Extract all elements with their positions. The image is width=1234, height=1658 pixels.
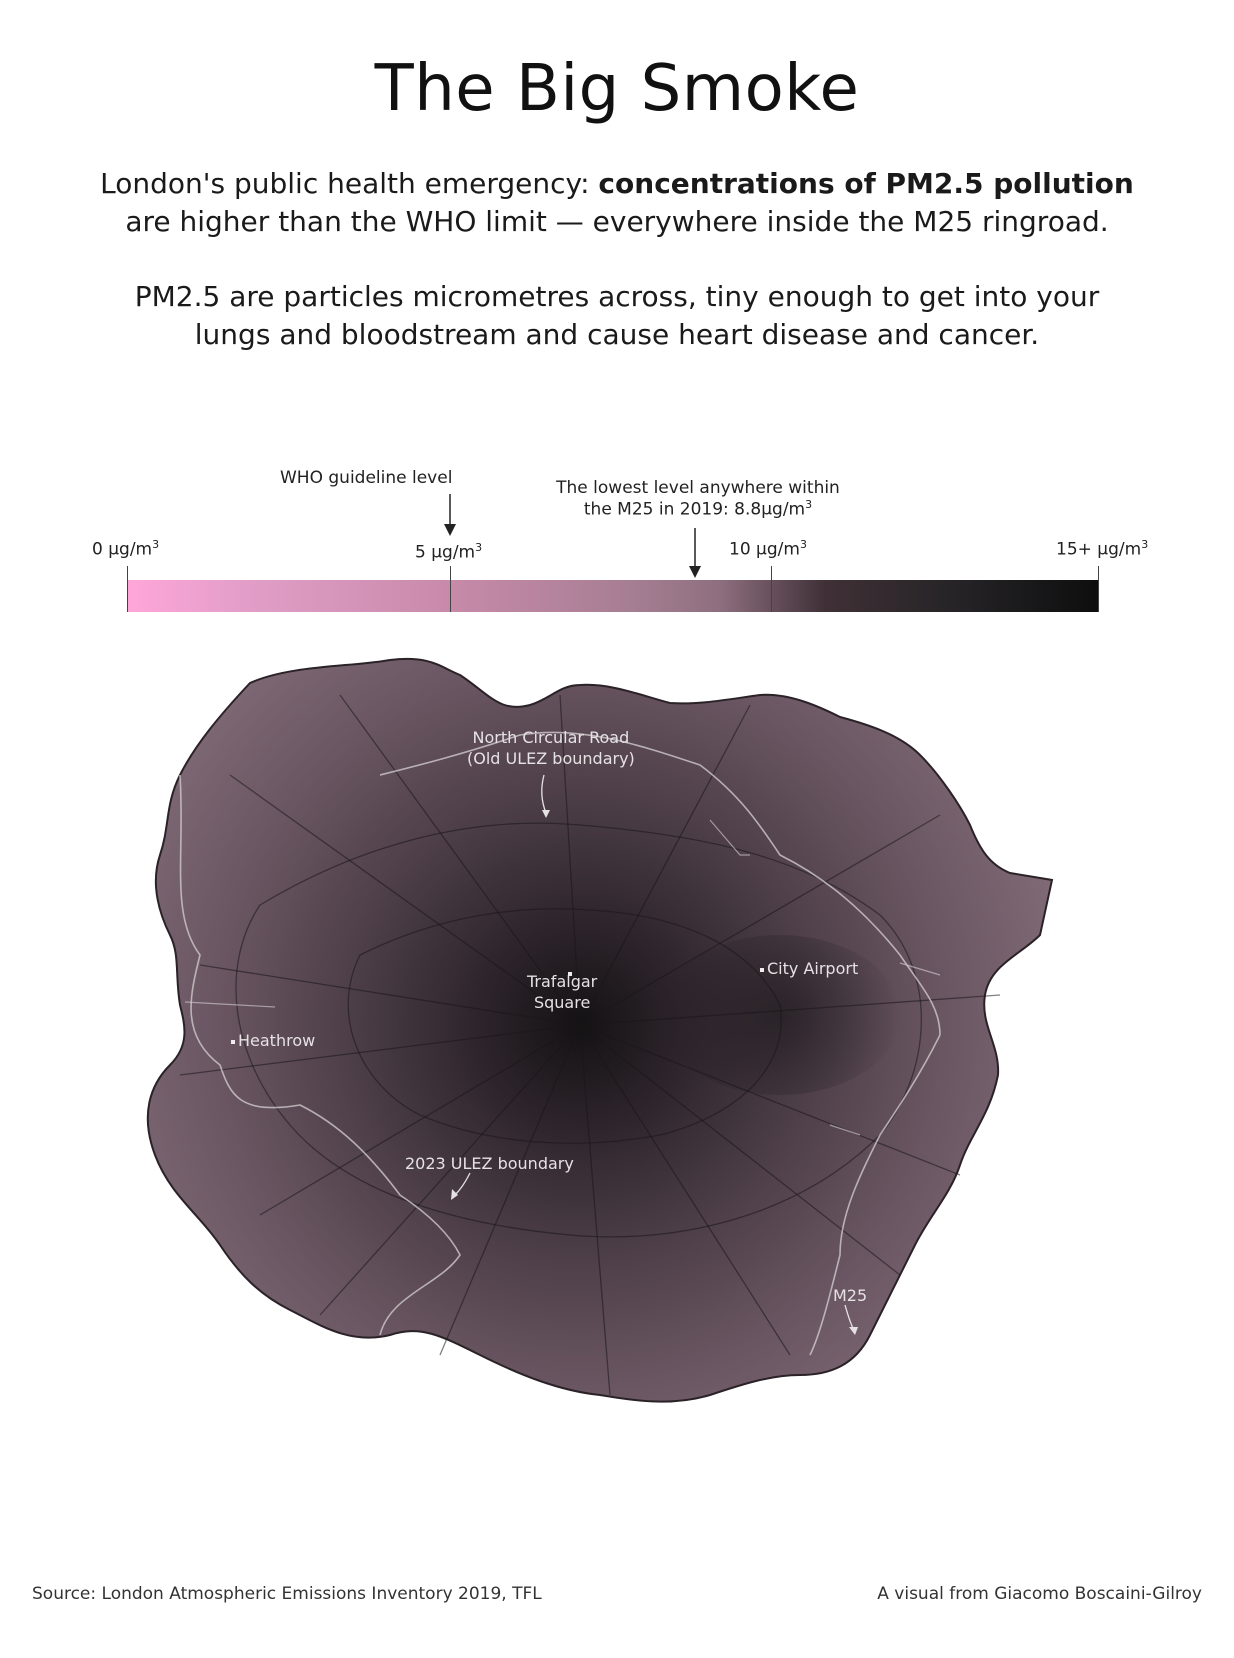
road-network <box>179 694 1001 1396</box>
intro-text: London's public health emergency: concen… <box>0 165 1234 241</box>
annotation-arrows <box>451 774 858 1335</box>
heathrow-marker <box>231 1040 235 1044</box>
tick-mark-15 <box>1098 566 1099 612</box>
city-airport-label: City Airport <box>767 959 859 978</box>
east-hotspot <box>660 935 900 1095</box>
tick-mark-0 <box>127 566 128 612</box>
m25-label: M25 <box>833 1286 868 1305</box>
intro-line1-pre: London's public health emergency: <box>100 167 599 200</box>
pollution-map: North Circular Road (Old ULEZ boundary) … <box>140 655 1120 1485</box>
trafalgar-label: Trafalgar Square <box>527 972 598 1012</box>
lowest-arrow-icon <box>689 528 701 578</box>
ulez-boundary <box>179 731 941 1356</box>
tick-label-0: 0 μg/m3 <box>92 538 160 560</box>
credit-footer: A visual from Giacomo Boscaini-Gilroy <box>877 1584 1202 1604</box>
intro-line2: are higher than the WHO limit — everywhe… <box>125 205 1109 238</box>
location-markers <box>231 968 764 1044</box>
heathrow-label: Heathrow <box>238 1031 316 1050</box>
city-airport-marker <box>760 968 764 972</box>
explain-line1: PM2.5 are particles micrometres across, … <box>134 280 1100 313</box>
lowest-level-label: The lowest level anywhere within the M25… <box>548 478 848 520</box>
who-arrow-icon <box>444 494 456 536</box>
explain-line2: lungs and bloodstream and cause heart di… <box>194 318 1040 351</box>
tick-mark-10 <box>771 566 772 612</box>
color-scale-bar <box>127 580 1098 612</box>
tick-mark-5 <box>450 566 451 612</box>
lowest-level-line2: the M25 in 2019: 8.8μg/m <box>583 499 806 520</box>
london-map-svg <box>146 657 1054 1403</box>
who-guideline-label: WHO guideline level <box>280 468 453 488</box>
tick-label-15: 15+ μg/m3 <box>1056 538 1149 560</box>
tick-label-10: 10 μg/m3 <box>729 538 807 560</box>
north-circular-label: North Circular Road (Old ULEZ boundary) <box>467 728 635 768</box>
tick-label-5: 5 μg/m3 <box>415 541 483 563</box>
lowest-level-line1: The lowest level anywhere within <box>556 478 840 498</box>
motorways <box>184 819 941 1136</box>
trafalgar-marker <box>568 972 572 976</box>
page-title: The Big Smoke <box>374 52 860 126</box>
ulez-2023-label: 2023 ULEZ boundary <box>405 1154 574 1173</box>
london-area <box>146 657 1054 1403</box>
lowest-level-sup: 3 <box>805 498 813 511</box>
intro-line1-bold: concentrations of PM2.5 pollution <box>598 167 1134 200</box>
source-footer: Source: London Atmospheric Emissions Inv… <box>32 1584 542 1604</box>
explain-text: PM2.5 are particles micrometres across, … <box>0 278 1234 354</box>
